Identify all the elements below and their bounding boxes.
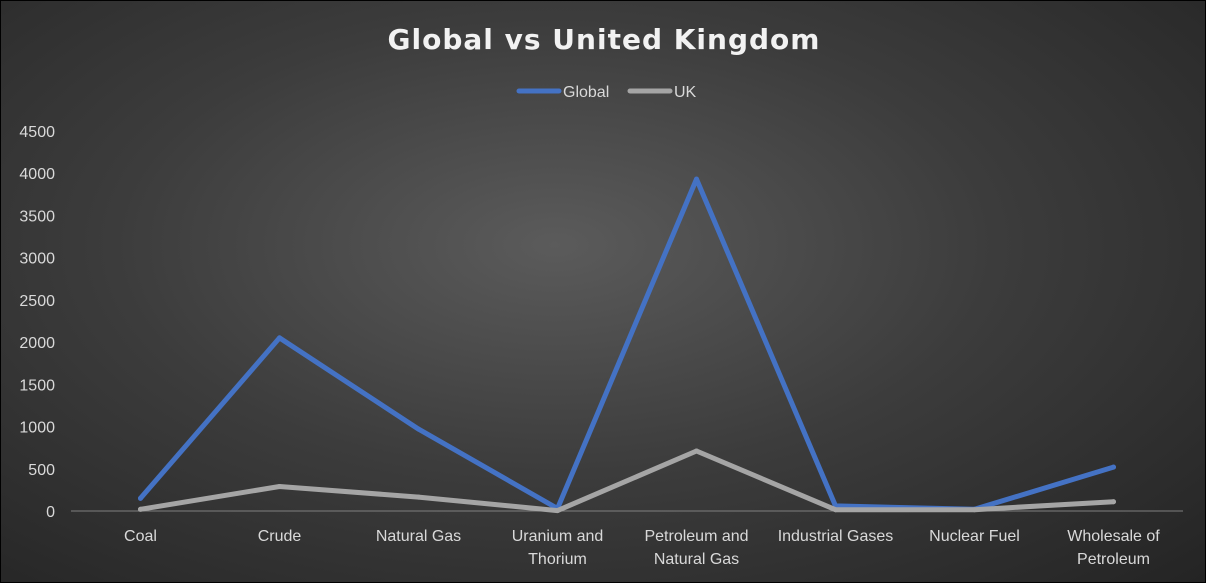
x-tick-label-natural-gas: Natural Gas <box>376 528 461 545</box>
x-tick-label-crude: Crude <box>258 528 302 545</box>
y-tick-label: 2000 <box>19 335 55 352</box>
data-point-global-crude <box>277 335 282 341</box>
legend-item-uk: UK <box>627 84 697 101</box>
y-tick-label: 2500 <box>19 293 55 310</box>
x-tick-label-petroleum-and-natural-gas: Petroleum and Natural Gas <box>644 528 748 568</box>
series-lines <box>138 176 1116 514</box>
data-point-uk-uranium-and-thorium <box>555 508 560 514</box>
data-point-global-natural-gas <box>416 426 421 432</box>
x-tick-label-nuclear-fuel: Nuclear Fuel <box>929 528 1020 545</box>
data-point-uk-nuclear-fuel <box>972 507 977 513</box>
y-tick-label: 0 <box>46 504 55 521</box>
legend-item-global: Global <box>516 84 609 101</box>
data-point-global-petroleum-and-natural-gas <box>694 176 699 182</box>
data-point-uk-wholesale-of-petroleum <box>1111 499 1116 505</box>
legend-label-global: Global <box>563 84 609 101</box>
series-line-uk <box>138 448 1116 514</box>
x-tick-label-wholesale-of-petroleum: Wholesale of Petroleum <box>1067 528 1160 568</box>
y-tick-label: 3500 <box>19 208 55 225</box>
x-tick-label-coal: Coal <box>124 528 157 545</box>
data-point-uk-coal <box>138 506 143 512</box>
y-tick-label: 4000 <box>19 166 55 183</box>
data-point-uk-industrial-gases <box>833 507 838 513</box>
y-tick-label: 1000 <box>19 420 55 437</box>
data-point-global-coal <box>138 495 143 501</box>
legend: Global UK <box>516 84 697 101</box>
y-tick-label: 3000 <box>19 251 55 268</box>
series-line-global <box>138 176 1116 512</box>
x-axis-category-labels: Coal Crude Natural Gas Uranium and Thorium Pe… <box>124 528 1160 568</box>
data-point-uk-petroleum-and-natural-gas <box>694 448 699 454</box>
legend-label-uk: UK <box>674 84 697 101</box>
y-tick-label: 1500 <box>19 377 55 394</box>
x-tick-label-uranium-and-thorium: Uranium and Thorium <box>512 528 604 568</box>
data-point-uk-natural-gas <box>416 494 421 500</box>
data-point-uk-crude <box>277 484 282 490</box>
y-tick-label: 500 <box>28 462 55 479</box>
data-point-global-wholesale-of-petroleum <box>1111 464 1116 470</box>
chart-title: Global vs United Kingdom <box>388 23 821 56</box>
y-axis-tick-labels: 0 500 1000 1500 2000 2500 3000 3500 4000 4500 <box>19 124 55 521</box>
y-tick-label: 4500 <box>19 124 55 141</box>
x-tick-label-industrial-gases: Industrial Gases <box>778 528 894 545</box>
